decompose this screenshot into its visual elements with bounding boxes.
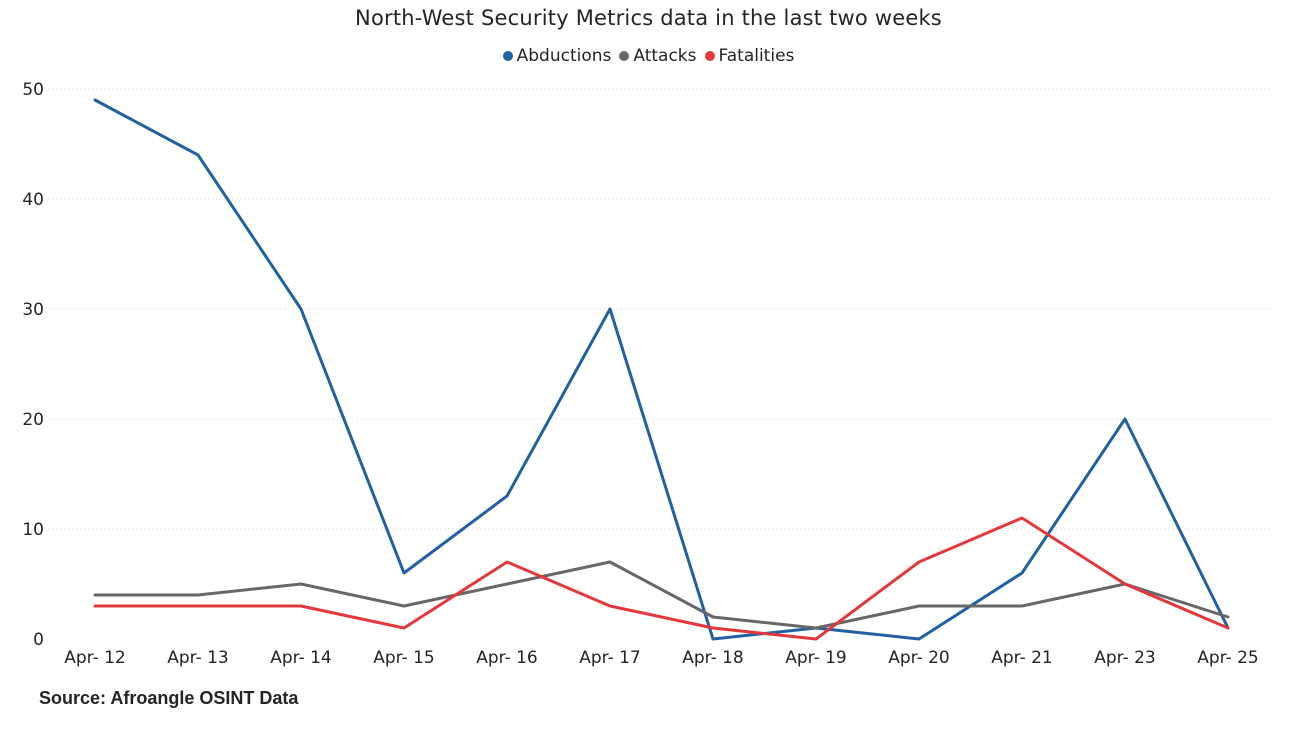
series-line-fatalities	[93, 516, 1230, 641]
chart-title: North-West Security Metrics data in the …	[355, 6, 942, 30]
legend-item-fatalities[interactable]: Fatalities	[704, 46, 795, 66]
x-tick-label: Apr- 14	[270, 648, 332, 668]
legend-label: Fatalities	[718, 46, 795, 66]
axes: 0 10 20 30 40 50 Apr- 12 Apr- 13 Apr- 14 Apr- 15 A…	[22, 80, 1258, 668]
y-tick-label: 50	[22, 80, 44, 100]
series-line-attacks	[93, 560, 1230, 630]
legend-dot-icon	[704, 51, 715, 61]
x-tick-label: Apr- 15	[373, 648, 435, 668]
x-tick-label: Apr- 21	[991, 648, 1053, 668]
series-lines	[93, 98, 1230, 641]
y-tick-label: 30	[22, 300, 44, 320]
x-tick-label: Apr- 18	[682, 648, 744, 668]
x-tick-label: Apr- 23	[1094, 648, 1156, 668]
legend-label: Attacks	[633, 46, 697, 66]
x-tick-label: Apr- 25	[1197, 648, 1259, 668]
x-tick-label: Apr- 19	[785, 648, 847, 668]
y-tick-label: 10	[22, 520, 44, 540]
x-tick-label: Apr- 16	[476, 648, 538, 668]
x-tick-label: Apr- 13	[167, 648, 229, 668]
source-note: Source: Afroangle OSINT Data	[39, 688, 299, 708]
x-tick-label: Apr- 12	[64, 648, 126, 668]
legend-dot-icon	[619, 51, 630, 61]
y-tick-label: 40	[22, 190, 44, 210]
legend-item-abductions[interactable]: Abductions	[502, 46, 612, 66]
legend-item-attacks[interactable]: Attacks	[619, 46, 697, 66]
y-tick-label: 20	[22, 410, 44, 430]
series-line-abductions	[93, 98, 1230, 641]
x-tick-label: Apr- 20	[888, 648, 950, 668]
legend-dot-icon	[502, 51, 513, 61]
legend-label: Abductions	[516, 46, 612, 66]
chart-legend: Abductions Attacks Fatalities	[0, 46, 1297, 66]
gridlines	[48, 88, 1272, 530]
x-tick-label: Apr- 17	[579, 648, 641, 668]
y-tick-label: 0	[33, 630, 44, 650]
